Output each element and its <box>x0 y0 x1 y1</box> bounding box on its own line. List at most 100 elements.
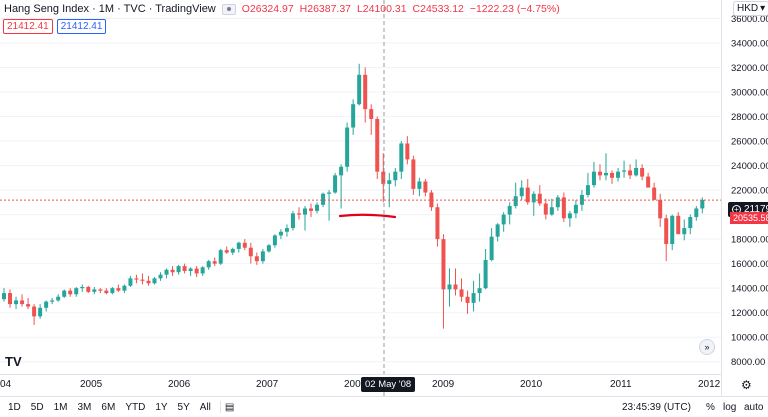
candle-body[interactable] <box>610 172 615 178</box>
tradingview-logo[interactable]: TV <box>5 354 22 369</box>
candle-body[interactable] <box>44 301 49 308</box>
candle-body[interactable] <box>513 196 518 207</box>
candle-body[interactable] <box>333 175 338 193</box>
range-1m[interactable]: 1M <box>53 401 68 413</box>
candle-body[interactable] <box>591 171 596 186</box>
range-all[interactable]: All <box>199 401 211 413</box>
candle-body[interactable] <box>86 286 91 292</box>
candle-body[interactable] <box>471 293 476 303</box>
candle-body[interactable] <box>92 289 97 292</box>
candle-body[interactable] <box>399 143 404 172</box>
symbol-title[interactable]: Hang Seng Index · 1M · TVC · TradingView <box>4 3 216 15</box>
range-1d[interactable]: 1D <box>8 401 21 413</box>
candle-body[interactable] <box>369 109 374 119</box>
candle-body[interactable] <box>206 261 211 268</box>
candle-body[interactable] <box>224 250 229 253</box>
eye-icon[interactable] <box>221 3 236 15</box>
candle-body[interactable] <box>38 307 43 317</box>
candle-body[interactable] <box>646 176 651 188</box>
buy-button[interactable]: 21412.41 <box>56 19 107 34</box>
log-toggle[interactable]: log <box>723 401 737 413</box>
candle-body[interactable] <box>212 261 217 264</box>
candle-body[interactable] <box>303 208 307 215</box>
percent-toggle[interactable]: % <box>706 401 715 413</box>
candle-body[interactable] <box>309 208 314 211</box>
utc-clock[interactable]: 23:45:39 (UTC) <box>622 401 691 413</box>
candle-body[interactable] <box>664 218 669 245</box>
candle-body[interactable] <box>50 300 55 302</box>
candle-body[interactable] <box>339 166 344 176</box>
candle-body[interactable] <box>507 206 512 215</box>
candle-body[interactable] <box>387 180 392 184</box>
candle-body[interactable] <box>694 208 699 218</box>
candle-body[interactable] <box>140 279 145 281</box>
candle-body[interactable] <box>652 187 657 200</box>
candle-body[interactable] <box>116 288 121 291</box>
candle-body[interactable] <box>14 300 19 305</box>
drawn-annotation-line[interactable] <box>338 213 397 219</box>
candle-body[interactable] <box>104 290 109 294</box>
candle-body[interactable] <box>164 269 169 275</box>
candle-body[interactable] <box>56 296 61 301</box>
candle-body[interactable] <box>98 289 103 291</box>
candle-body[interactable] <box>146 280 151 284</box>
candle-body[interactable] <box>248 247 253 257</box>
candle-body[interactable] <box>236 242 241 249</box>
candle-body[interactable] <box>700 199 705 209</box>
candle-body[interactable] <box>218 250 223 264</box>
candle-body[interactable] <box>194 268 199 274</box>
candle-body[interactable] <box>363 74 368 110</box>
candle-body[interactable] <box>74 288 79 295</box>
candle-body[interactable] <box>266 245 271 252</box>
range-ytd[interactable]: YTD <box>125 401 146 413</box>
candle-body[interactable] <box>525 187 530 203</box>
candle-body[interactable] <box>200 267 205 274</box>
candle-body[interactable] <box>20 300 25 305</box>
candle-body[interactable] <box>405 143 410 160</box>
candle-body[interactable] <box>68 290 73 295</box>
candle-body[interactable] <box>182 266 187 271</box>
candle-body[interactable] <box>381 171 386 184</box>
candle-body[interactable] <box>158 274 163 279</box>
candle-body[interactable] <box>537 193 542 204</box>
candle-body[interactable] <box>555 197 560 208</box>
candle-body[interactable] <box>573 204 578 214</box>
candle-body[interactable] <box>411 159 416 189</box>
candle-body[interactable] <box>128 278 133 286</box>
candle-body[interactable] <box>260 251 265 262</box>
candle-body[interactable] <box>688 217 693 229</box>
range-5y[interactable]: 5Y <box>177 401 190 413</box>
candle-body[interactable] <box>423 181 428 193</box>
range-1y[interactable]: 1Y <box>155 401 168 413</box>
candle-body[interactable] <box>640 167 645 177</box>
candle-body[interactable] <box>327 192 332 194</box>
calendar-icon[interactable]: ▤ <box>224 401 235 413</box>
range-5d[interactable]: 5D <box>30 401 44 413</box>
candle-body[interactable] <box>284 228 289 232</box>
candle-body[interactable] <box>441 239 446 290</box>
candle-body[interactable] <box>483 259 488 289</box>
candle-body[interactable] <box>188 268 193 271</box>
candle-body[interactable] <box>495 224 500 237</box>
candle-body[interactable] <box>543 203 548 215</box>
candle-body[interactable] <box>634 167 639 176</box>
auto-toggle[interactable]: auto <box>744 401 764 413</box>
candle-body[interactable] <box>489 236 494 260</box>
candle-body[interactable] <box>616 171 621 178</box>
candle-body[interactable] <box>230 248 235 253</box>
candle-body[interactable] <box>62 290 67 297</box>
candle-body[interactable] <box>278 231 283 236</box>
candle-body[interactable] <box>122 285 127 291</box>
candle-body[interactable] <box>453 284 458 290</box>
candle-body[interactable] <box>622 170 627 172</box>
candle-body[interactable] <box>315 204 320 211</box>
candle-body[interactable] <box>459 289 464 297</box>
candle-body[interactable] <box>519 187 524 197</box>
candle-body[interactable] <box>531 193 536 203</box>
candle-body[interactable] <box>351 104 356 128</box>
candle-body[interactable] <box>80 286 85 289</box>
gear-icon[interactable]: ⚙ <box>741 378 752 392</box>
candle-body[interactable] <box>296 213 301 215</box>
candle-body[interactable] <box>561 197 566 219</box>
